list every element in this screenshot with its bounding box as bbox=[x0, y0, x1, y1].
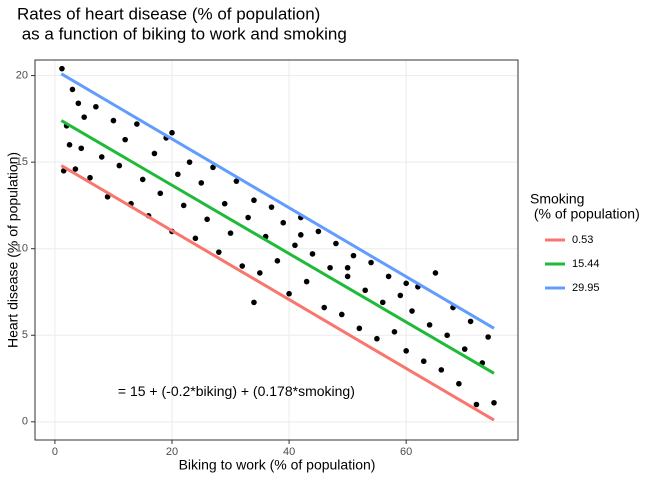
point bbox=[303, 278, 310, 285]
point bbox=[385, 273, 392, 280]
point bbox=[286, 290, 292, 297]
point bbox=[333, 240, 339, 247]
legend-label: 29.95 bbox=[572, 282, 600, 294]
x-tick-label: 60 bbox=[400, 446, 412, 458]
point bbox=[426, 322, 433, 328]
point bbox=[292, 242, 298, 249]
point bbox=[461, 346, 468, 352]
point bbox=[338, 311, 345, 318]
point bbox=[75, 100, 82, 107]
point bbox=[344, 264, 351, 271]
point bbox=[362, 287, 368, 294]
chart-title: Rates of heart disease (% of population) bbox=[17, 4, 320, 23]
point bbox=[110, 117, 117, 124]
point bbox=[379, 299, 386, 306]
point bbox=[151, 150, 158, 157]
point bbox=[186, 159, 193, 165]
point bbox=[198, 180, 205, 186]
plot-border bbox=[34, 59, 519, 441]
legend-label: 15.44 bbox=[572, 258, 600, 270]
x-tick-label: 20 bbox=[166, 446, 178, 458]
point bbox=[66, 142, 73, 148]
point bbox=[432, 270, 439, 276]
point bbox=[81, 114, 87, 120]
point bbox=[239, 263, 246, 269]
point bbox=[485, 334, 491, 340]
point bbox=[473, 401, 480, 408]
point bbox=[192, 235, 199, 242]
point bbox=[268, 204, 275, 210]
point bbox=[321, 304, 328, 311]
regression-line bbox=[60, 119, 495, 375]
y-tick-label: 5 bbox=[22, 329, 28, 341]
point bbox=[374, 335, 380, 342]
y-axis-label: Heart disease (% of population) bbox=[5, 152, 21, 348]
regression-line bbox=[60, 164, 495, 422]
y-tick-label: 10 bbox=[16, 243, 28, 255]
point bbox=[122, 136, 128, 143]
point bbox=[368, 259, 374, 266]
point bbox=[210, 164, 216, 171]
point bbox=[157, 190, 164, 197]
y-tick-label: 0 bbox=[22, 416, 28, 428]
point bbox=[87, 174, 93, 181]
regression-line bbox=[60, 72, 495, 330]
point bbox=[175, 171, 181, 178]
point bbox=[72, 166, 79, 172]
point bbox=[134, 121, 140, 127]
point bbox=[169, 129, 175, 136]
legend-title: (% of population) bbox=[530, 206, 640, 222]
point bbox=[391, 328, 398, 335]
point bbox=[280, 219, 287, 226]
point bbox=[93, 103, 99, 110]
point bbox=[297, 232, 304, 238]
point bbox=[78, 145, 85, 152]
point bbox=[467, 318, 474, 325]
point bbox=[397, 292, 404, 299]
point bbox=[456, 380, 462, 387]
point bbox=[356, 325, 363, 332]
point bbox=[420, 358, 427, 365]
point bbox=[274, 258, 281, 264]
point bbox=[233, 178, 240, 184]
x-tick-label: 40 bbox=[283, 446, 295, 458]
chart-subtitle: as a function of biking to work and smok… bbox=[17, 24, 347, 43]
annotation: = 15 + (-0.2*biking) + (0.178*smoking) bbox=[118, 383, 355, 399]
point bbox=[403, 280, 409, 287]
point bbox=[59, 65, 65, 72]
point bbox=[204, 216, 210, 223]
point bbox=[327, 264, 333, 271]
point bbox=[251, 299, 257, 306]
point bbox=[309, 251, 316, 257]
point bbox=[116, 162, 123, 169]
legend-title: Smoking bbox=[530, 191, 584, 207]
point bbox=[227, 230, 234, 236]
point bbox=[344, 273, 351, 280]
point bbox=[409, 308, 415, 314]
point bbox=[257, 270, 263, 276]
legend-label: 0.53 bbox=[572, 234, 593, 246]
point bbox=[245, 214, 251, 221]
point bbox=[221, 200, 228, 207]
y-tick-label: 15 bbox=[16, 156, 28, 168]
point bbox=[315, 228, 322, 235]
point bbox=[491, 399, 497, 406]
point bbox=[350, 252, 357, 259]
y-tick-label: 20 bbox=[16, 69, 28, 81]
point bbox=[216, 249, 222, 255]
point bbox=[139, 176, 146, 183]
point bbox=[444, 332, 450, 339]
point bbox=[69, 86, 76, 93]
x-axis-label: Biking to work (% of population) bbox=[179, 457, 376, 473]
point bbox=[98, 154, 105, 160]
x-tick-label: 0 bbox=[52, 446, 58, 458]
point bbox=[438, 367, 445, 373]
point bbox=[251, 197, 257, 204]
point bbox=[180, 202, 187, 209]
point bbox=[403, 348, 409, 354]
